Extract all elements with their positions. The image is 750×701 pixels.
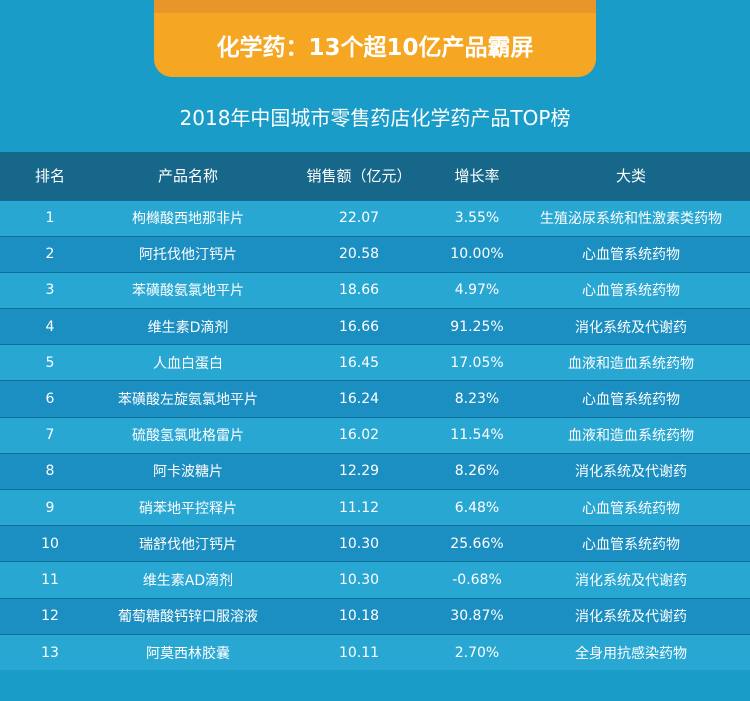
table-row: 8 阿卡波糖片 12.29 8.26% 消化系统及代谢药 [0, 452, 750, 490]
cell-product-name: 硫酸氢氯吡格雷片 [100, 416, 276, 454]
cell-sales: 10.11 [276, 633, 442, 671]
banner-title: 化学药：13个超10亿产品霸屏 [154, 13, 596, 77]
cell-category: 心血管系统药物 [512, 235, 750, 273]
cell-growth: -0.68% [442, 561, 512, 599]
cell-product-name: 枸橼酸西地那非片 [100, 199, 276, 237]
header-sales: 销售额（亿元） [306, 167, 412, 186]
cell-category: 心血管系统药物 [512, 488, 750, 526]
cell-rank: 3 [0, 271, 100, 309]
cell-growth: 3.55% [442, 199, 512, 237]
cell-sales: 16.02 [276, 416, 442, 454]
cell-category: 生殖泌尿系统和性激素类药物 [512, 199, 750, 237]
cell-product-name: 阿卡波糖片 [100, 452, 276, 490]
table-row: 12 葡萄糖酸钙锌口服溶液 10.18 30.87% 消化系统及代谢药 [0, 597, 750, 635]
table-row: 10 瑞舒伐他汀钙片 10.30 25.66% 心血管系统药物 [0, 525, 750, 562]
cell-product-name: 瑞舒伐他汀钙片 [100, 525, 276, 562]
table-row: 4 维生素D滴剂 16.66 91.25% 消化系统及代谢药 [0, 308, 750, 345]
cell-growth: 25.66% [442, 525, 512, 562]
table-header-row: 排名 产品名称 销售额（亿元） 增长率 大类 [0, 152, 750, 200]
cell-sales: 20.58 [276, 235, 442, 273]
cell-sales: 11.12 [276, 488, 442, 526]
cell-category: 心血管系统药物 [512, 525, 750, 562]
cell-product-name: 苯磺酸左旋氨氯地平片 [100, 380, 276, 418]
cell-growth: 4.97% [442, 271, 512, 309]
ranking-table: 排名 产品名称 销售额（亿元） 增长率 大类 1 枸橼酸西地那非片 22.07 3.5… [0, 152, 750, 671]
cell-rank: 6 [0, 380, 100, 418]
cell-category: 消化系统及代谢药 [512, 308, 750, 345]
table-row: 13 阿莫西林胶囊 10.11 2.70% 全身用抗感染药物 [0, 633, 750, 671]
cell-sales: 10.30 [276, 525, 442, 562]
cell-growth: 8.23% [442, 380, 512, 418]
cell-product-name: 阿莫西林胶囊 [100, 633, 276, 671]
cell-sales: 18.66 [276, 271, 442, 309]
header-product-name: 产品名称 [157, 167, 218, 186]
cell-product-name: 葡萄糖酸钙锌口服溶液 [100, 597, 276, 635]
cell-category: 血液和造血系统药物 [512, 344, 750, 381]
cell-rank: 9 [0, 488, 100, 526]
cell-rank: 1 [0, 199, 100, 237]
cell-rank: 12 [0, 597, 100, 635]
header-category: 大类 [615, 167, 646, 186]
cell-rank: 7 [0, 416, 100, 454]
cell-category: 消化系统及代谢药 [512, 561, 750, 599]
cell-growth: 17.05% [442, 344, 512, 381]
header-rank: 排名 [34, 167, 65, 186]
cell-rank: 11 [0, 561, 100, 599]
cell-rank: 10 [0, 525, 100, 562]
cell-product-name: 硝苯地平控释片 [100, 488, 276, 526]
table-body: 1 枸橼酸西地那非片 22.07 3.55% 生殖泌尿系统和性激素类药物 2 阿托伐他汀钙片… [0, 199, 750, 671]
table-title: 2018年中国城市零售药店化学药产品TOP榜 [179, 106, 571, 130]
cell-growth: 30.87% [442, 597, 512, 635]
cell-sales: 12.29 [276, 452, 442, 490]
cell-growth: 2.70% [442, 633, 512, 671]
cell-growth: 8.26% [442, 452, 512, 490]
header-growth: 增长率 [454, 167, 500, 186]
table-row: 5 人血白蛋白 16.45 17.05% 血液和造血系统药物 [0, 344, 750, 381]
cell-sales: 22.07 [276, 199, 442, 237]
cell-product-name: 苯磺酸氨氯地平片 [100, 271, 276, 309]
cell-growth: 91.25% [442, 308, 512, 345]
cell-sales: 10.18 [276, 597, 442, 635]
cell-rank: 2 [0, 235, 100, 273]
banner-top-strip [154, 0, 596, 14]
cell-category: 消化系统及代谢药 [512, 597, 750, 635]
cell-category: 全身用抗感染药物 [512, 633, 750, 671]
cell-product-name: 阿托伐他汀钙片 [100, 235, 276, 273]
cell-category: 血液和造血系统药物 [512, 416, 750, 454]
table-row: 2 阿托伐他汀钙片 20.58 10.00% 心血管系统药物 [0, 235, 750, 273]
cell-sales: 16.24 [276, 380, 442, 418]
cell-category: 心血管系统药物 [512, 380, 750, 418]
cell-product-name: 维生素D滴剂 [100, 308, 276, 345]
cell-product-name: 人血白蛋白 [100, 344, 276, 381]
cell-rank: 4 [0, 308, 100, 345]
table-row: 9 硝苯地平控释片 11.12 6.48% 心血管系统药物 [0, 488, 750, 526]
table-row: 6 苯磺酸左旋氨氯地平片 16.24 8.23% 心血管系统药物 [0, 380, 750, 418]
cell-product-name: 维生素AD滴剂 [100, 561, 276, 599]
table-row: 11 维生素AD滴剂 10.30 -0.68% 消化系统及代谢药 [0, 561, 750, 599]
table-row: 7 硫酸氢氯吡格雷片 16.02 11.54% 血液和造血系统药物 [0, 416, 750, 454]
table-row: 1 枸橼酸西地那非片 22.07 3.55% 生殖泌尿系统和性激素类药物 [0, 199, 750, 237]
cell-rank: 8 [0, 452, 100, 490]
cell-growth: 11.54% [442, 416, 512, 454]
cell-sales: 16.66 [276, 308, 442, 345]
cell-sales: 16.45 [276, 344, 442, 381]
cell-growth: 6.48% [442, 488, 512, 526]
cell-growth: 10.00% [442, 235, 512, 273]
cell-category: 消化系统及代谢药 [512, 452, 750, 490]
cell-sales: 10.30 [276, 561, 442, 599]
cell-rank: 13 [0, 633, 100, 671]
cell-rank: 5 [0, 344, 100, 381]
cell-category: 心血管系统药物 [512, 271, 750, 309]
table-row: 3 苯磺酸氨氯地平片 18.66 4.97% 心血管系统药物 [0, 271, 750, 309]
